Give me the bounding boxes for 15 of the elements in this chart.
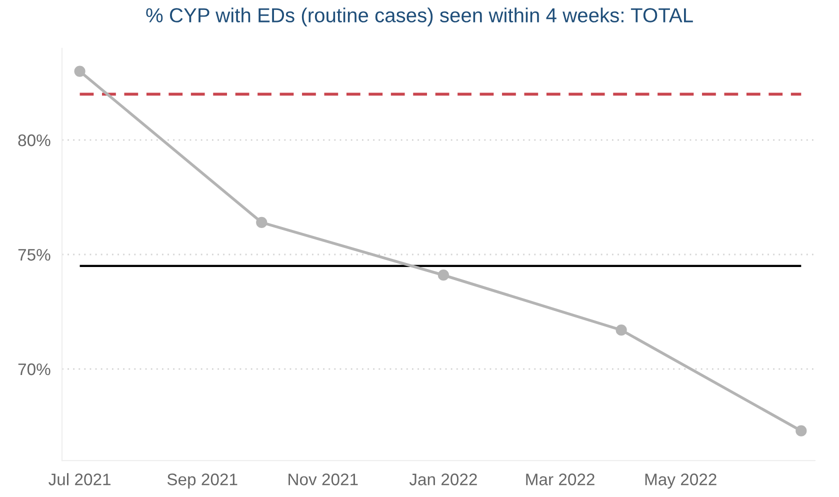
y-tick-label: 70% xyxy=(18,363,50,376)
point xyxy=(256,216,268,228)
point xyxy=(438,270,449,281)
x-tick-label: Nov 2021 xyxy=(288,474,358,486)
x-tick-label: May 2022 xyxy=(645,474,716,489)
chart-title: % CYP with EDs (routine cases) seen within 4 weeks: TOTAL xyxy=(146,8,693,26)
x-tick-label: Jul 2021 xyxy=(48,473,110,486)
x-tick-label: Mar 2022 xyxy=(526,474,594,486)
x-tick-label: Jan 2022 xyxy=(409,474,477,486)
y-tick-label: 80% xyxy=(18,134,50,146)
point xyxy=(796,425,807,436)
point xyxy=(74,66,86,77)
point xyxy=(616,324,627,336)
x-tick-label: Sep 2021 xyxy=(167,474,238,489)
y-tick-label: 75% xyxy=(18,248,50,261)
